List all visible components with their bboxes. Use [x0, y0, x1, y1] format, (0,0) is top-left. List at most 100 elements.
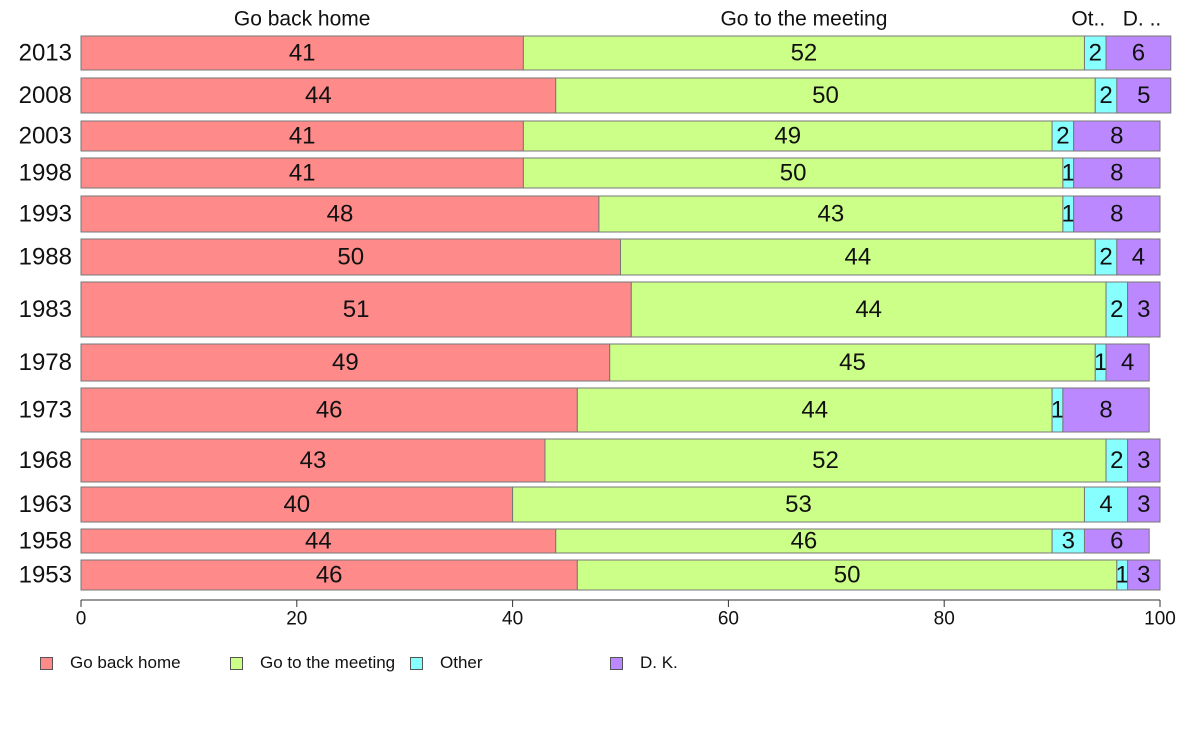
- bar-segment: [1105, 35, 1172, 71]
- legend-swatch: [410, 656, 423, 670]
- data-label: 44: [305, 528, 332, 555]
- bar-segment: [80, 77, 557, 114]
- category-label: 1968: [19, 447, 72, 474]
- data-label: 8: [1099, 397, 1112, 424]
- top-series-label: Go to the meeting: [720, 8, 887, 31]
- x-tick-label: 60: [718, 609, 739, 630]
- data-label: 44: [855, 296, 882, 323]
- category-label: 1998: [19, 160, 72, 187]
- data-label: 52: [791, 40, 818, 67]
- data-label: 44: [801, 397, 828, 424]
- data-label: 46: [316, 562, 343, 589]
- data-label: 1: [1062, 160, 1075, 187]
- bar-segment: [1083, 528, 1150, 554]
- data-label: 6: [1132, 40, 1145, 67]
- data-label: 3: [1137, 562, 1150, 589]
- bar-segment: [630, 281, 1107, 338]
- legend-swatch: [40, 656, 53, 670]
- data-label: 6: [1110, 528, 1123, 555]
- bar-segment: [1116, 238, 1161, 276]
- data-label: 50: [780, 160, 807, 187]
- category-label: 1973: [19, 397, 72, 424]
- data-label: 1: [1116, 562, 1129, 589]
- data-label: 46: [316, 397, 343, 424]
- x-tick-label: 40: [502, 609, 523, 630]
- legend-label: Other: [440, 653, 483, 672]
- bar-segment: [522, 157, 1064, 189]
- data-label: 3: [1137, 491, 1150, 518]
- category-label: 2008: [19, 82, 72, 109]
- bar-segment: [522, 120, 1053, 152]
- data-label: 1: [1062, 201, 1075, 228]
- data-label: 3: [1137, 447, 1150, 474]
- category-label: 2003: [19, 123, 72, 150]
- bar-segment: [80, 559, 578, 591]
- data-label: 48: [327, 201, 354, 228]
- data-label: 41: [289, 40, 316, 67]
- legend-label: D. K.: [640, 653, 678, 672]
- bar-segment: [609, 343, 1096, 382]
- data-label: 4: [1132, 244, 1145, 271]
- legend-swatch: [230, 656, 243, 670]
- top-series-label: Ot..: [1071, 8, 1105, 31]
- legend-item: D. K.: [610, 652, 678, 674]
- data-label: 40: [283, 491, 310, 518]
- x-axis: 0 20 40 60 80 100: [76, 599, 1176, 630]
- data-label: 51: [343, 296, 370, 323]
- data-label: 2: [1089, 40, 1102, 67]
- data-label: 53: [785, 491, 812, 518]
- stacked-bar-chart: Go back home Go to the meeting Ot.. D. .. 4…: [19, 8, 1176, 630]
- bar-segment: [1127, 486, 1161, 523]
- data-label: 8: [1110, 123, 1123, 150]
- data-label: 50: [337, 244, 364, 271]
- bar-segment: [1127, 281, 1161, 338]
- x-tick-label: 20: [286, 609, 307, 630]
- data-label: 1: [1051, 397, 1064, 424]
- bar-segment: [1105, 343, 1150, 382]
- year-labels: 2013 2008 2003 1998 1993 1988 1983 1978 1973 1968…: [19, 40, 72, 589]
- category-label: 1958: [19, 528, 72, 555]
- data-label: 41: [289, 123, 316, 150]
- top-series-label: D. ..: [1123, 8, 1162, 31]
- legend-item: Other: [410, 652, 483, 674]
- bar-segment: [80, 486, 514, 523]
- data-label: 43: [818, 201, 845, 228]
- bar-segment: [1073, 195, 1161, 233]
- bar-segment: [80, 343, 611, 382]
- bar-segment: [555, 528, 1053, 554]
- bar-segment: [544, 438, 1107, 483]
- data-label: 2: [1056, 123, 1069, 150]
- data-label: 49: [332, 349, 359, 376]
- data-label: 5: [1137, 82, 1150, 109]
- data-label: 8: [1110, 160, 1123, 187]
- data-label: 3: [1062, 528, 1075, 555]
- bar-segment: [1073, 157, 1161, 189]
- bar-segment: [576, 559, 1118, 591]
- data-label: 2: [1110, 447, 1123, 474]
- data-label: 52: [812, 447, 839, 474]
- bar-segment: [1127, 438, 1161, 483]
- legend-label: Go back home: [70, 653, 181, 672]
- bar-segment: [80, 387, 578, 433]
- bar-segment: [80, 281, 632, 338]
- data-label: 50: [834, 562, 861, 589]
- bar-segment: [80, 157, 524, 189]
- bar-segment: [1083, 486, 1129, 523]
- bar-segment: [576, 387, 1053, 433]
- bar-segment: [555, 77, 1096, 114]
- bar-segment: [80, 35, 524, 71]
- bar-segment: [1116, 77, 1172, 114]
- data-label: 44: [845, 244, 872, 271]
- x-tick-label: 0: [76, 609, 87, 630]
- data-label: 45: [839, 349, 866, 376]
- data-label: 50: [812, 82, 839, 109]
- x-tick-label: 80: [934, 609, 955, 630]
- bar-segment: [1073, 120, 1161, 152]
- category-label: 1993: [19, 201, 72, 228]
- bar-segment: [1127, 559, 1161, 591]
- bar-segment: [620, 238, 1096, 276]
- data-label: 49: [774, 123, 801, 150]
- top-series-labels: Go back home Go to the meeting Ot.. D. ..: [234, 8, 1161, 31]
- legend-swatch: [610, 656, 623, 670]
- top-series-label: Go back home: [234, 8, 371, 31]
